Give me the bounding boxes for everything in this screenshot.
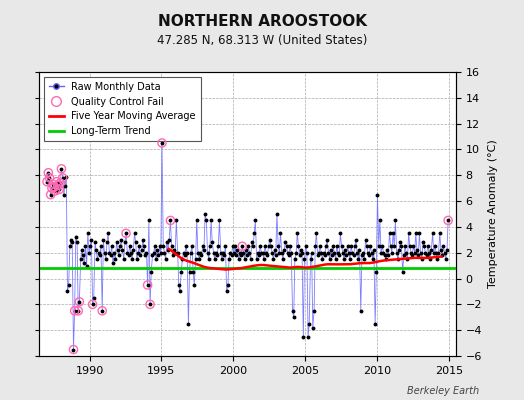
Point xyxy=(49,181,57,188)
Point xyxy=(51,188,60,194)
Point xyxy=(52,178,61,185)
Point xyxy=(98,308,106,314)
Point xyxy=(59,175,67,181)
Point xyxy=(238,243,246,250)
Point xyxy=(53,182,62,189)
Legend: Raw Monthly Data, Quality Control Fail, Five Year Moving Average, Long-Term Tren: Raw Monthly Data, Quality Control Fail, … xyxy=(44,77,201,141)
Point xyxy=(75,298,83,305)
Point xyxy=(45,175,53,181)
Point xyxy=(144,282,152,288)
Point xyxy=(48,185,56,191)
Point xyxy=(70,308,79,314)
Point xyxy=(50,184,59,190)
Point xyxy=(47,192,55,198)
Point xyxy=(146,301,154,308)
Text: NORTHERN AROOSTOOK: NORTHERN AROOSTOOK xyxy=(158,14,366,29)
Point xyxy=(55,186,63,193)
Point xyxy=(89,301,97,308)
Point xyxy=(158,140,166,146)
Point xyxy=(44,170,52,176)
Point xyxy=(74,308,82,314)
Text: 47.285 N, 68.313 W (United States): 47.285 N, 68.313 W (United States) xyxy=(157,34,367,47)
Text: Berkeley Earth: Berkeley Earth xyxy=(407,386,479,396)
Point xyxy=(122,230,130,236)
Point xyxy=(444,217,452,224)
Point xyxy=(69,346,78,353)
Point xyxy=(56,180,64,186)
Y-axis label: Temperature Anomaly (°C): Temperature Anomaly (°C) xyxy=(488,140,498,288)
Point xyxy=(43,178,51,185)
Point xyxy=(57,166,66,172)
Point xyxy=(166,217,174,224)
